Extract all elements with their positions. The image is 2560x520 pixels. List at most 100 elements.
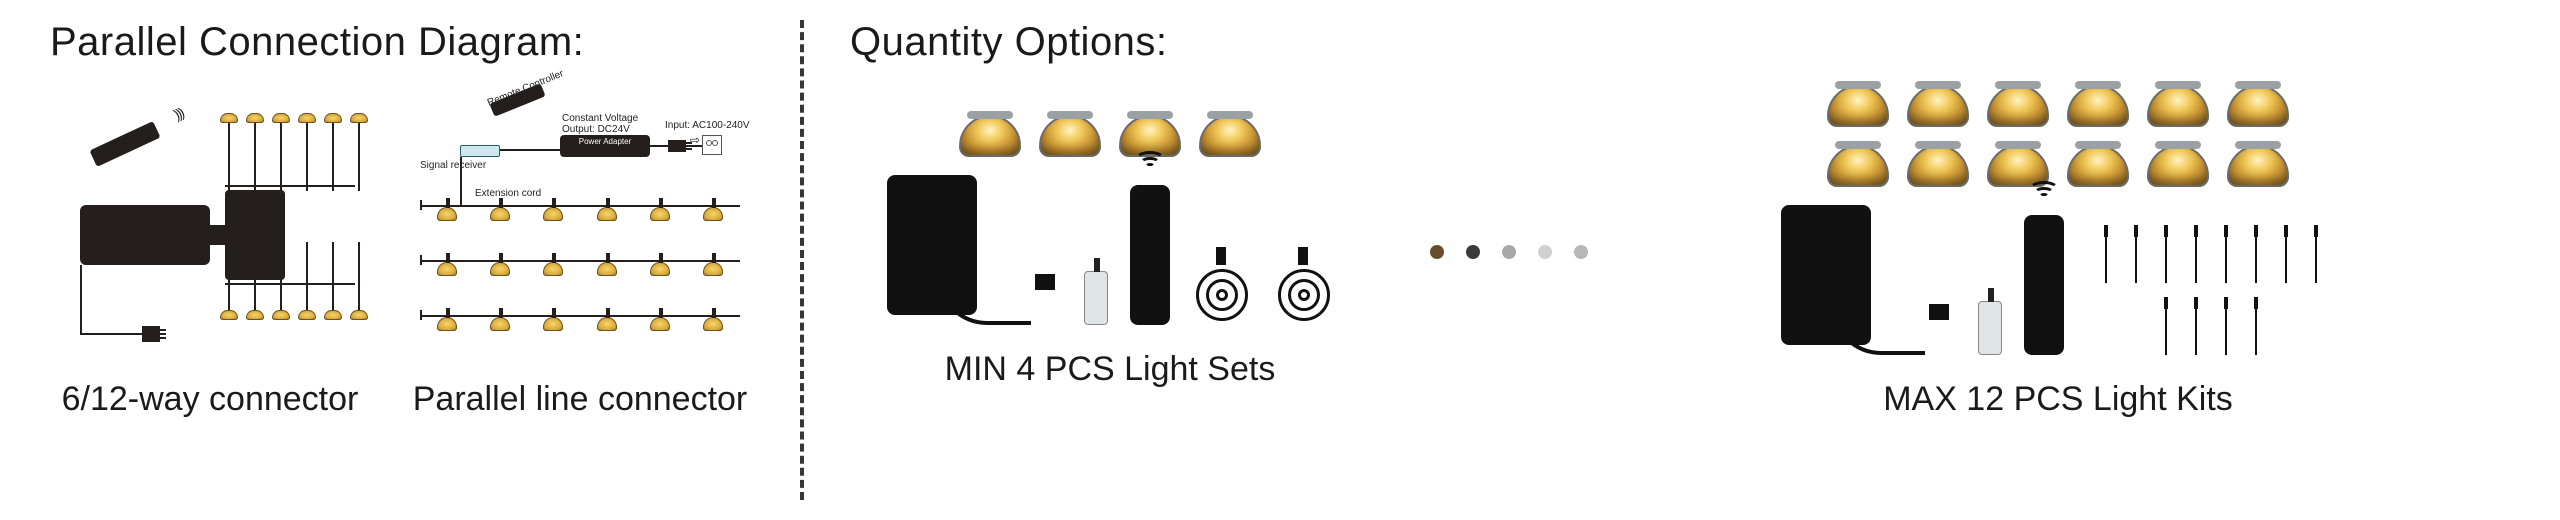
- cable-coil-icon: [1192, 265, 1252, 325]
- cable-icon: [2218, 297, 2234, 355]
- downlight-icon: [1987, 85, 2049, 127]
- cable-icon: [2218, 225, 2234, 283]
- bulbs-grid-max: [1823, 85, 2293, 187]
- dot-icon: [1538, 245, 1552, 259]
- wall-outlet-icon: [702, 135, 722, 155]
- cable-icon: [2188, 225, 2204, 283]
- mini-light-icon: [272, 113, 290, 131]
- hub-main: [80, 205, 210, 265]
- lights-row-top: [220, 113, 368, 131]
- root-container: Parallel Connection Diagram: 6/1: [0, 0, 2560, 520]
- kit-min-body: [887, 115, 1334, 325]
- power-adapter-icon: [1781, 205, 1956, 355]
- label-signal-receiver: Signal receiver: [420, 160, 486, 171]
- mini-light-icon: [543, 262, 563, 276]
- label-output: Output: DC24V: [562, 124, 630, 135]
- downlight-icon: [2227, 85, 2289, 127]
- cable-icon: [2248, 225, 2264, 283]
- downlight-icon: [1827, 145, 1889, 187]
- dot-icon: [1574, 245, 1588, 259]
- diagram-a-canvas: [50, 85, 370, 365]
- cable-icon: [2248, 297, 2264, 355]
- mini-light-icon: [298, 310, 316, 328]
- diagram-b-canvas: Remote Controller Signal receiver Consta…: [410, 85, 750, 365]
- downlight-icon: [1039, 115, 1101, 157]
- cable-icon: [2278, 225, 2294, 283]
- power-adapter-icon: [887, 175, 1062, 325]
- mini-light-icon: [490, 317, 510, 331]
- arrow-icon: ⇨: [690, 133, 700, 147]
- label-extension-cord: Extension cord: [475, 188, 541, 199]
- mini-light-icon: [350, 310, 368, 328]
- mini-light-icon: [650, 262, 670, 276]
- mini-light-icon: [246, 113, 264, 131]
- downlight-icon: [959, 115, 1021, 157]
- mini-light-icon: [437, 317, 457, 331]
- mini-cables-grid: [2086, 225, 2336, 355]
- kit-min-caption: MIN 4 PCS Light Sets: [945, 350, 1276, 389]
- mini-light-icon: [490, 262, 510, 276]
- downlight-icon: [2067, 145, 2129, 187]
- wire: [225, 185, 355, 187]
- label-input: Input: AC100-240V: [665, 120, 750, 131]
- mini-light-icon: [597, 262, 617, 276]
- vertical-divider: [800, 20, 804, 500]
- ac-plug-icon: [668, 140, 686, 152]
- options-row: MIN 4 PCS Light Sets: [850, 85, 2510, 419]
- left-title: Parallel Connection Diagram:: [50, 20, 750, 65]
- bulb-row: [420, 317, 740, 331]
- mini-light-icon: [650, 317, 670, 331]
- mini-light-icon: [220, 310, 238, 328]
- dot-icon: [1502, 245, 1516, 259]
- diagram-6-12-way: 6/12-way connector: [50, 85, 370, 419]
- mini-light-icon: [650, 207, 670, 221]
- mini-light-icon: [703, 317, 723, 331]
- bulb-row: [420, 262, 740, 276]
- diagram-a-caption: 6/12-way connector: [62, 380, 359, 419]
- mini-light-icon: [324, 113, 342, 131]
- mini-light-icon: [220, 113, 238, 131]
- mini-light-icon: [597, 207, 617, 221]
- downlight-icon: [1907, 85, 1969, 127]
- downlight-icon: [1199, 115, 1261, 157]
- mini-light-icon: [437, 207, 457, 221]
- downlight-icon: [2067, 85, 2129, 127]
- cable-icon: [2158, 297, 2174, 355]
- signal-receiver-icon: [460, 145, 500, 157]
- label-constant-voltage: Constant Voltage: [562, 113, 638, 124]
- mini-light-icon: [272, 310, 290, 328]
- mini-light-icon: [543, 317, 563, 331]
- mini-light-icon: [324, 310, 342, 328]
- cable-icon: [2188, 297, 2204, 355]
- lights-row-bottom: [220, 310, 368, 328]
- mini-light-icon: [246, 310, 264, 328]
- kit-max-body: [1781, 85, 2336, 355]
- accessories-row: [1781, 205, 2336, 355]
- kit-min: MIN 4 PCS Light Sets: [850, 115, 1370, 389]
- downlight-icon: [2147, 85, 2209, 127]
- wire: [460, 157, 462, 205]
- cable-coil-icon: [1274, 265, 1334, 325]
- mini-light-icon: [597, 317, 617, 331]
- right-title: Quantity Options:: [850, 20, 2510, 65]
- kit-max: MAX 12 PCS Light Kits: [1648, 85, 2468, 419]
- ellipsis-dots: [1400, 245, 1618, 259]
- dot-icon: [1430, 245, 1444, 259]
- mini-light-icon: [703, 207, 723, 221]
- downlight-icon: [2227, 145, 2289, 187]
- ac-plug-icon: [142, 326, 160, 342]
- signal-receiver-icon: [1978, 301, 2002, 355]
- cable-icon: [2098, 225, 2114, 283]
- wire: [500, 149, 560, 151]
- downlight-icon: [1907, 145, 1969, 187]
- diagram-b-caption: Parallel line connector: [413, 380, 748, 419]
- kit-max-caption: MAX 12 PCS Light Kits: [1883, 380, 2233, 419]
- cable-icon: [2308, 225, 2324, 283]
- right-panel: Quantity Options:: [800, 0, 2560, 520]
- diagram-parallel-line: Remote Controller Signal receiver Consta…: [410, 85, 750, 419]
- remote-icon: [89, 121, 160, 167]
- mini-light-icon: [350, 113, 368, 131]
- remote-icon: [1130, 185, 1170, 325]
- wire: [80, 333, 145, 335]
- bulb-row: [420, 207, 740, 221]
